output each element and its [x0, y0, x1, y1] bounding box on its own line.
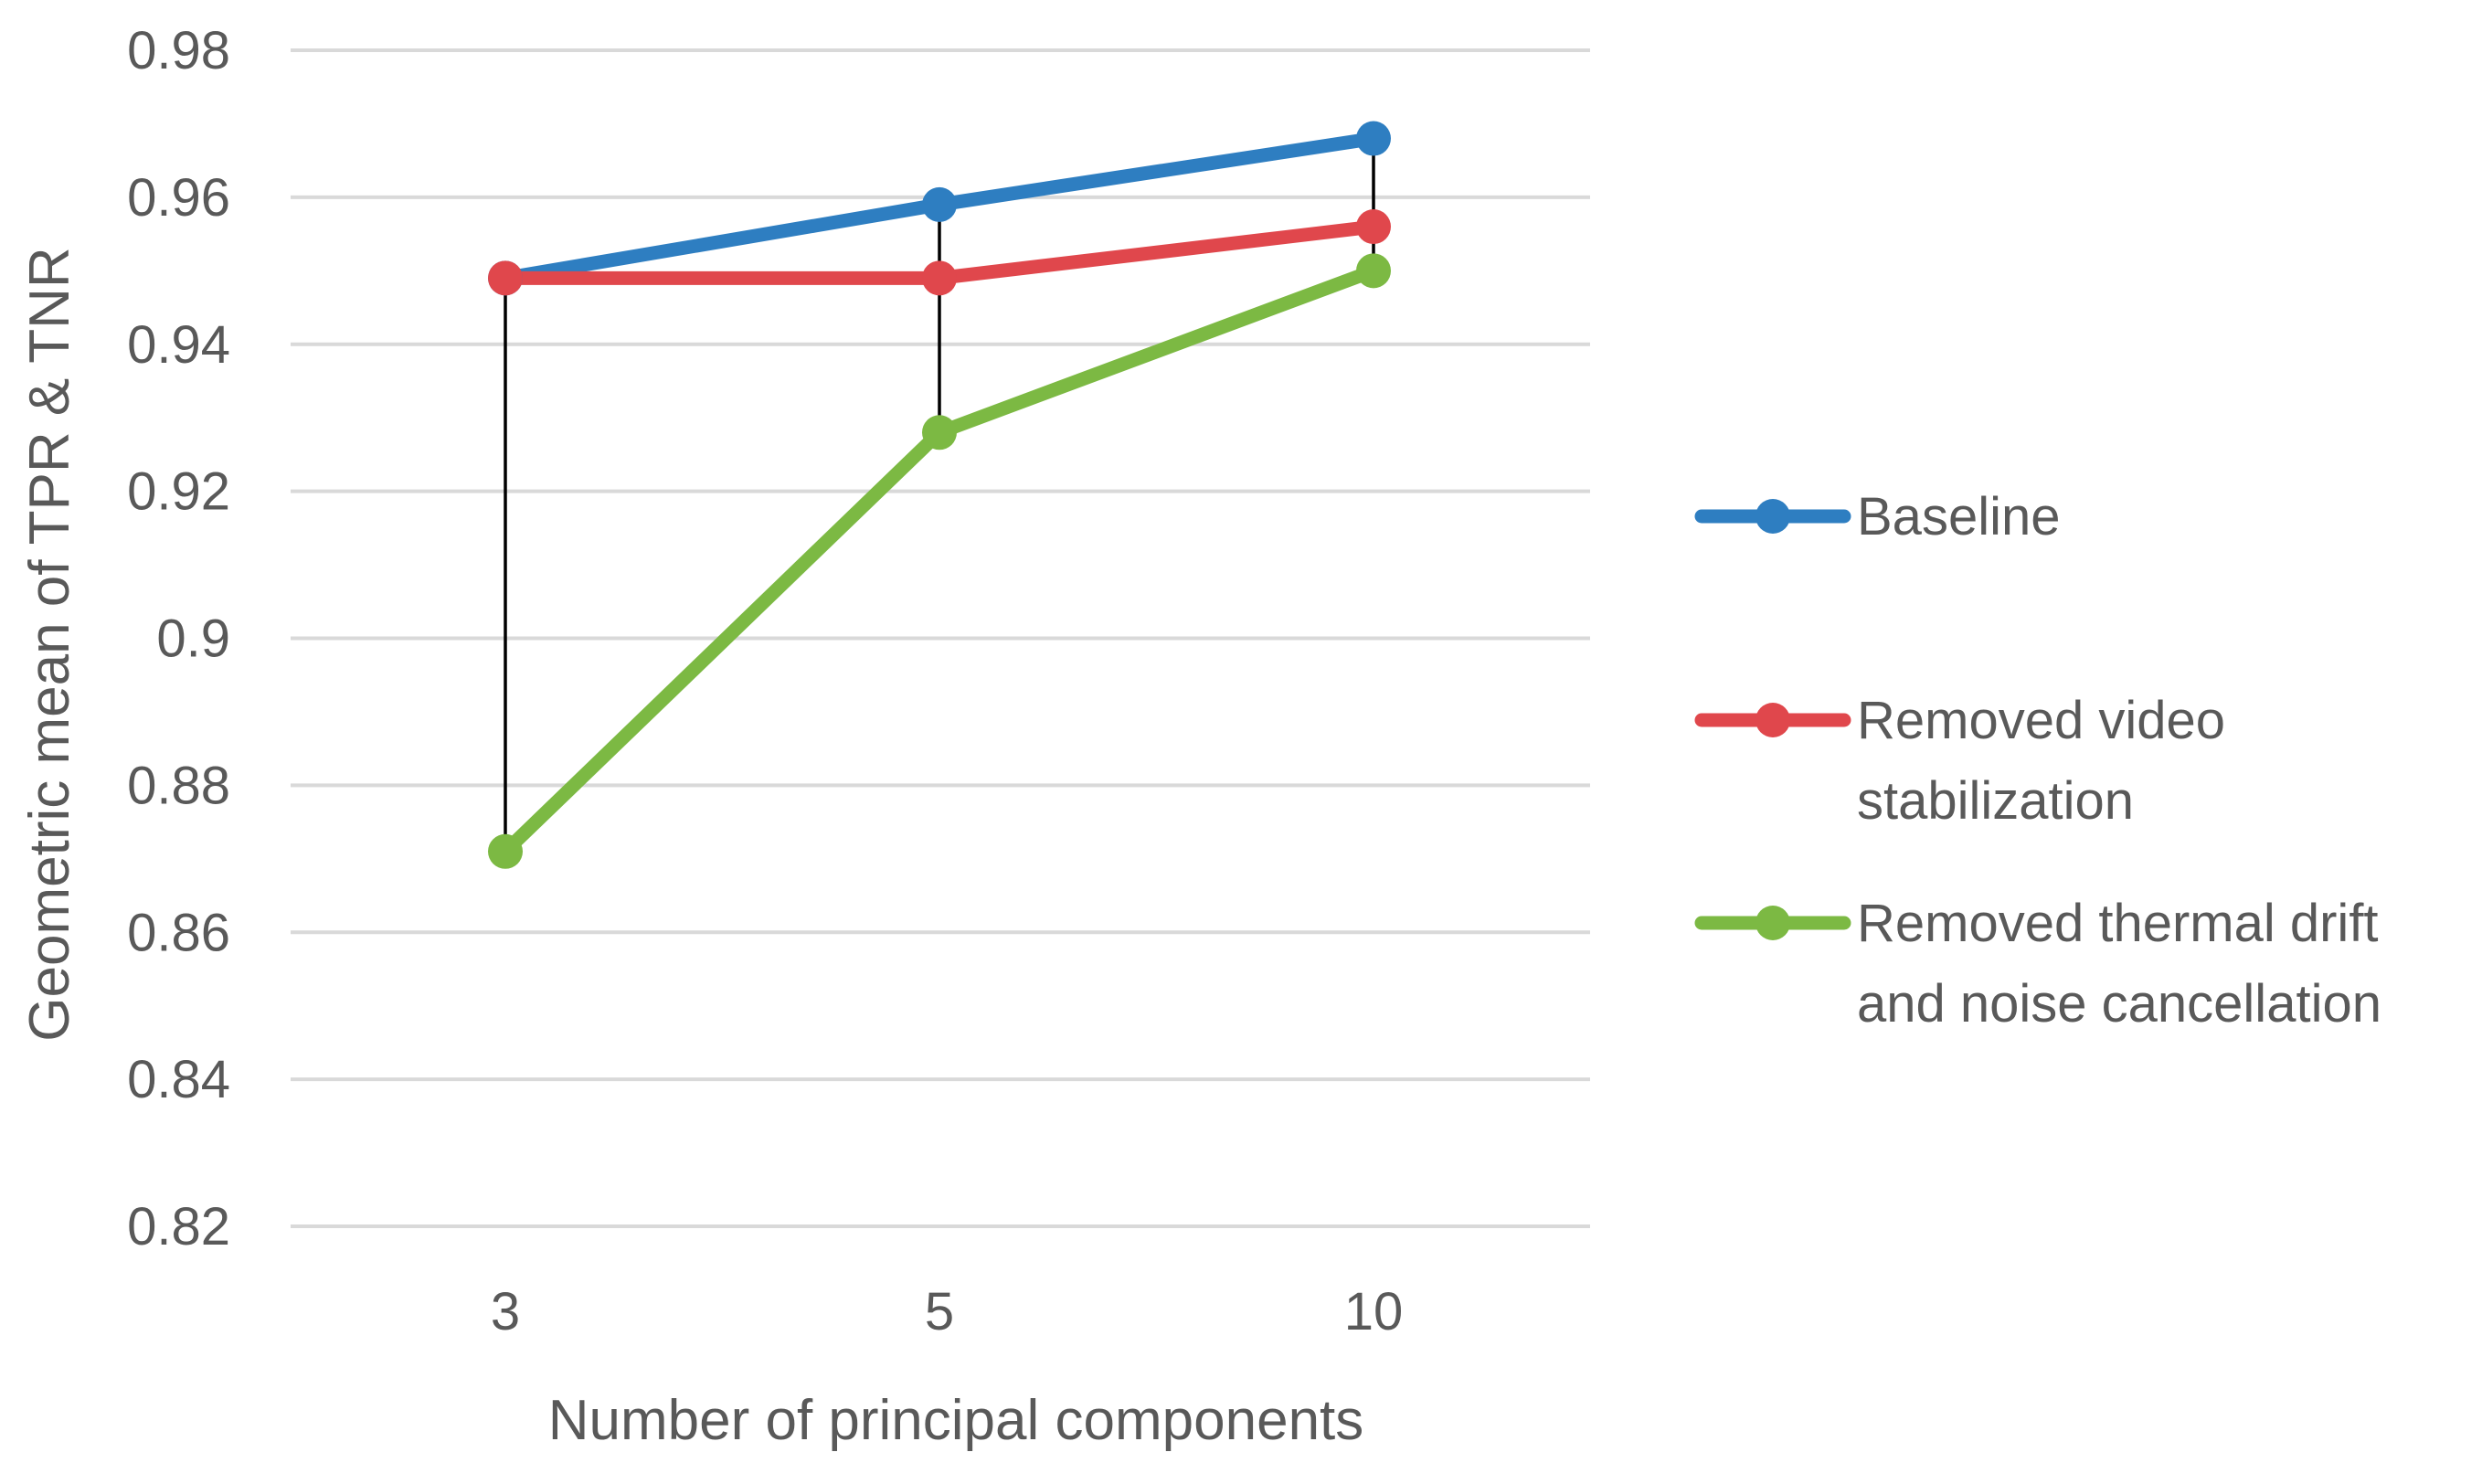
data-point	[488, 833, 523, 869]
y-tick-label: 0.86	[127, 903, 230, 962]
y-tick-label: 0.82	[127, 1197, 230, 1256]
legend-swatch-marker	[1755, 703, 1790, 737]
y-tick-label: 0.9	[156, 610, 230, 669]
legend-swatch-marker	[1755, 499, 1790, 534]
x-axis-title: Number of principal components	[548, 1389, 1364, 1452]
series-markers	[488, 121, 1391, 869]
x-tick-label: 3	[491, 1282, 520, 1341]
data-point	[1356, 121, 1391, 156]
y-tick-label: 0.84	[127, 1050, 230, 1109]
x-tick-label: 5	[925, 1282, 954, 1341]
legend-label: Baseline	[1857, 487, 2060, 546]
data-point	[922, 186, 957, 222]
drop-lines	[504, 138, 1375, 852]
y-tick-label: 0.88	[127, 756, 230, 815]
x-tick-label: 10	[1344, 1282, 1404, 1341]
legend-swatch-marker	[1755, 906, 1790, 940]
legend-label: and noise cancellation	[1857, 974, 2381, 1034]
data-point	[1356, 209, 1391, 245]
data-point	[1356, 253, 1391, 289]
y-axis-title: Geometric mean of TPR & TNR	[18, 247, 81, 1041]
data-point	[922, 415, 957, 450]
y-tick-label: 0.98	[127, 21, 230, 80]
legend-label: stabilization	[1857, 771, 2134, 831]
y-tick-label: 0.92	[127, 462, 230, 522]
data-point	[922, 260, 957, 296]
y-tick-label: 0.96	[127, 168, 230, 228]
x-axis-tick-labels: 3 5 10	[491, 1282, 1403, 1341]
legend-label: Removed video	[1857, 691, 2225, 750]
y-tick-label: 0.94	[127, 315, 230, 375]
legend-label: Removed thermal drift	[1857, 894, 2379, 953]
gridlines	[291, 48, 1590, 1228]
data-point	[488, 260, 523, 296]
y-axis-tick-labels: 0.82 0.84 0.86 0.88 0.9 0.92 0.94 0.96 0.98	[127, 21, 230, 1256]
legend: Baseline Removed video stabilization Remove…	[1694, 487, 2381, 1034]
